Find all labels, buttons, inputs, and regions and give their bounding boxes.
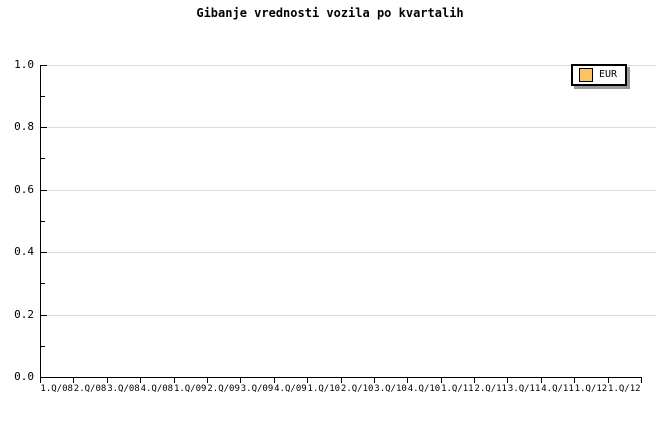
legend-label: EUR: [599, 69, 618, 80]
y-grid-line: [41, 190, 656, 191]
y-tick-label: 0.4: [14, 245, 34, 258]
x-tick-label: 1.Q/11: [441, 384, 474, 394]
x-tick: [407, 378, 408, 383]
x-tick: [307, 378, 308, 383]
y-major-tick: [41, 190, 47, 191]
x-tick: [608, 378, 609, 383]
x-tick-label: 1.Q/09: [173, 384, 207, 394]
x-tick: [341, 378, 342, 383]
x-tick: [40, 378, 41, 383]
y-minor-tick: [41, 221, 45, 222]
x-tick: [107, 378, 108, 383]
x-tick: [274, 378, 275, 383]
x-tick-label: 4.Q/10: [407, 384, 441, 394]
x-tick-label: 2.Q/10: [340, 384, 374, 394]
x-tick-label: 2.Q/09: [207, 384, 240, 394]
x-tick: [441, 378, 442, 383]
x-tick: [374, 378, 375, 383]
x-tick-label: 4.Q/09: [274, 384, 307, 394]
x-tick: [207, 378, 208, 383]
y-major-tick: [41, 252, 47, 253]
x-tick: [474, 378, 475, 383]
y-grid-line: [41, 127, 656, 128]
x-tick-label: 3.Q/08: [107, 384, 140, 394]
x-tick-label: 2.Q/08: [73, 384, 107, 394]
chart-title: Gibanje vrednosti vozila po kvartalih: [196, 6, 464, 20]
y-tick-label: 0.0: [14, 370, 34, 383]
y-major-tick: [41, 127, 47, 128]
y-tick-label: 0.2: [14, 308, 34, 321]
y-grid-line: [41, 315, 656, 316]
y-tick-label: 1.0: [14, 58, 34, 71]
x-tick-label: 3.Q/11: [507, 384, 541, 394]
x-tick-label: 4.Q/11: [541, 384, 574, 394]
x-tick-label: 2.Q/11: [474, 384, 507, 394]
x-tick: [174, 378, 175, 383]
x-tick-label: 1.Q/08: [40, 384, 73, 394]
x-tick-label: 3.Q/10: [374, 384, 407, 394]
x-tick: [574, 378, 575, 383]
y-major-tick: [41, 315, 47, 316]
y-major-tick: [41, 65, 47, 66]
x-tick: [541, 378, 542, 383]
x-tick: [140, 378, 141, 383]
x-tick: [73, 378, 74, 383]
x-axis-line: [40, 377, 642, 378]
x-tick-label: 4.Q/08: [140, 384, 174, 394]
y-grid-line: [41, 252, 656, 253]
y-grid-line: [41, 65, 656, 66]
y-major-tick: [41, 377, 47, 378]
x-tick-label: 1.Q/12: [574, 384, 608, 394]
y-axis-line: [40, 65, 41, 378]
x-tick-label: 3.Q/09: [240, 384, 274, 394]
legend-swatch-icon: [579, 68, 593, 82]
y-minor-tick: [41, 346, 45, 347]
y-minor-tick: [41, 96, 45, 97]
x-tick: [641, 378, 642, 383]
x-tick: [507, 378, 508, 383]
x-tick-label: 1.Q/12: [608, 384, 641, 394]
x-tick: [240, 378, 241, 383]
y-tick-label: 0.6: [14, 183, 34, 196]
y-minor-tick: [41, 283, 45, 284]
y-tick-label: 0.8: [14, 120, 34, 133]
x-tick-label: 1.Q/10: [307, 384, 341, 394]
legend: EUR: [571, 64, 628, 86]
y-minor-tick: [41, 158, 45, 159]
